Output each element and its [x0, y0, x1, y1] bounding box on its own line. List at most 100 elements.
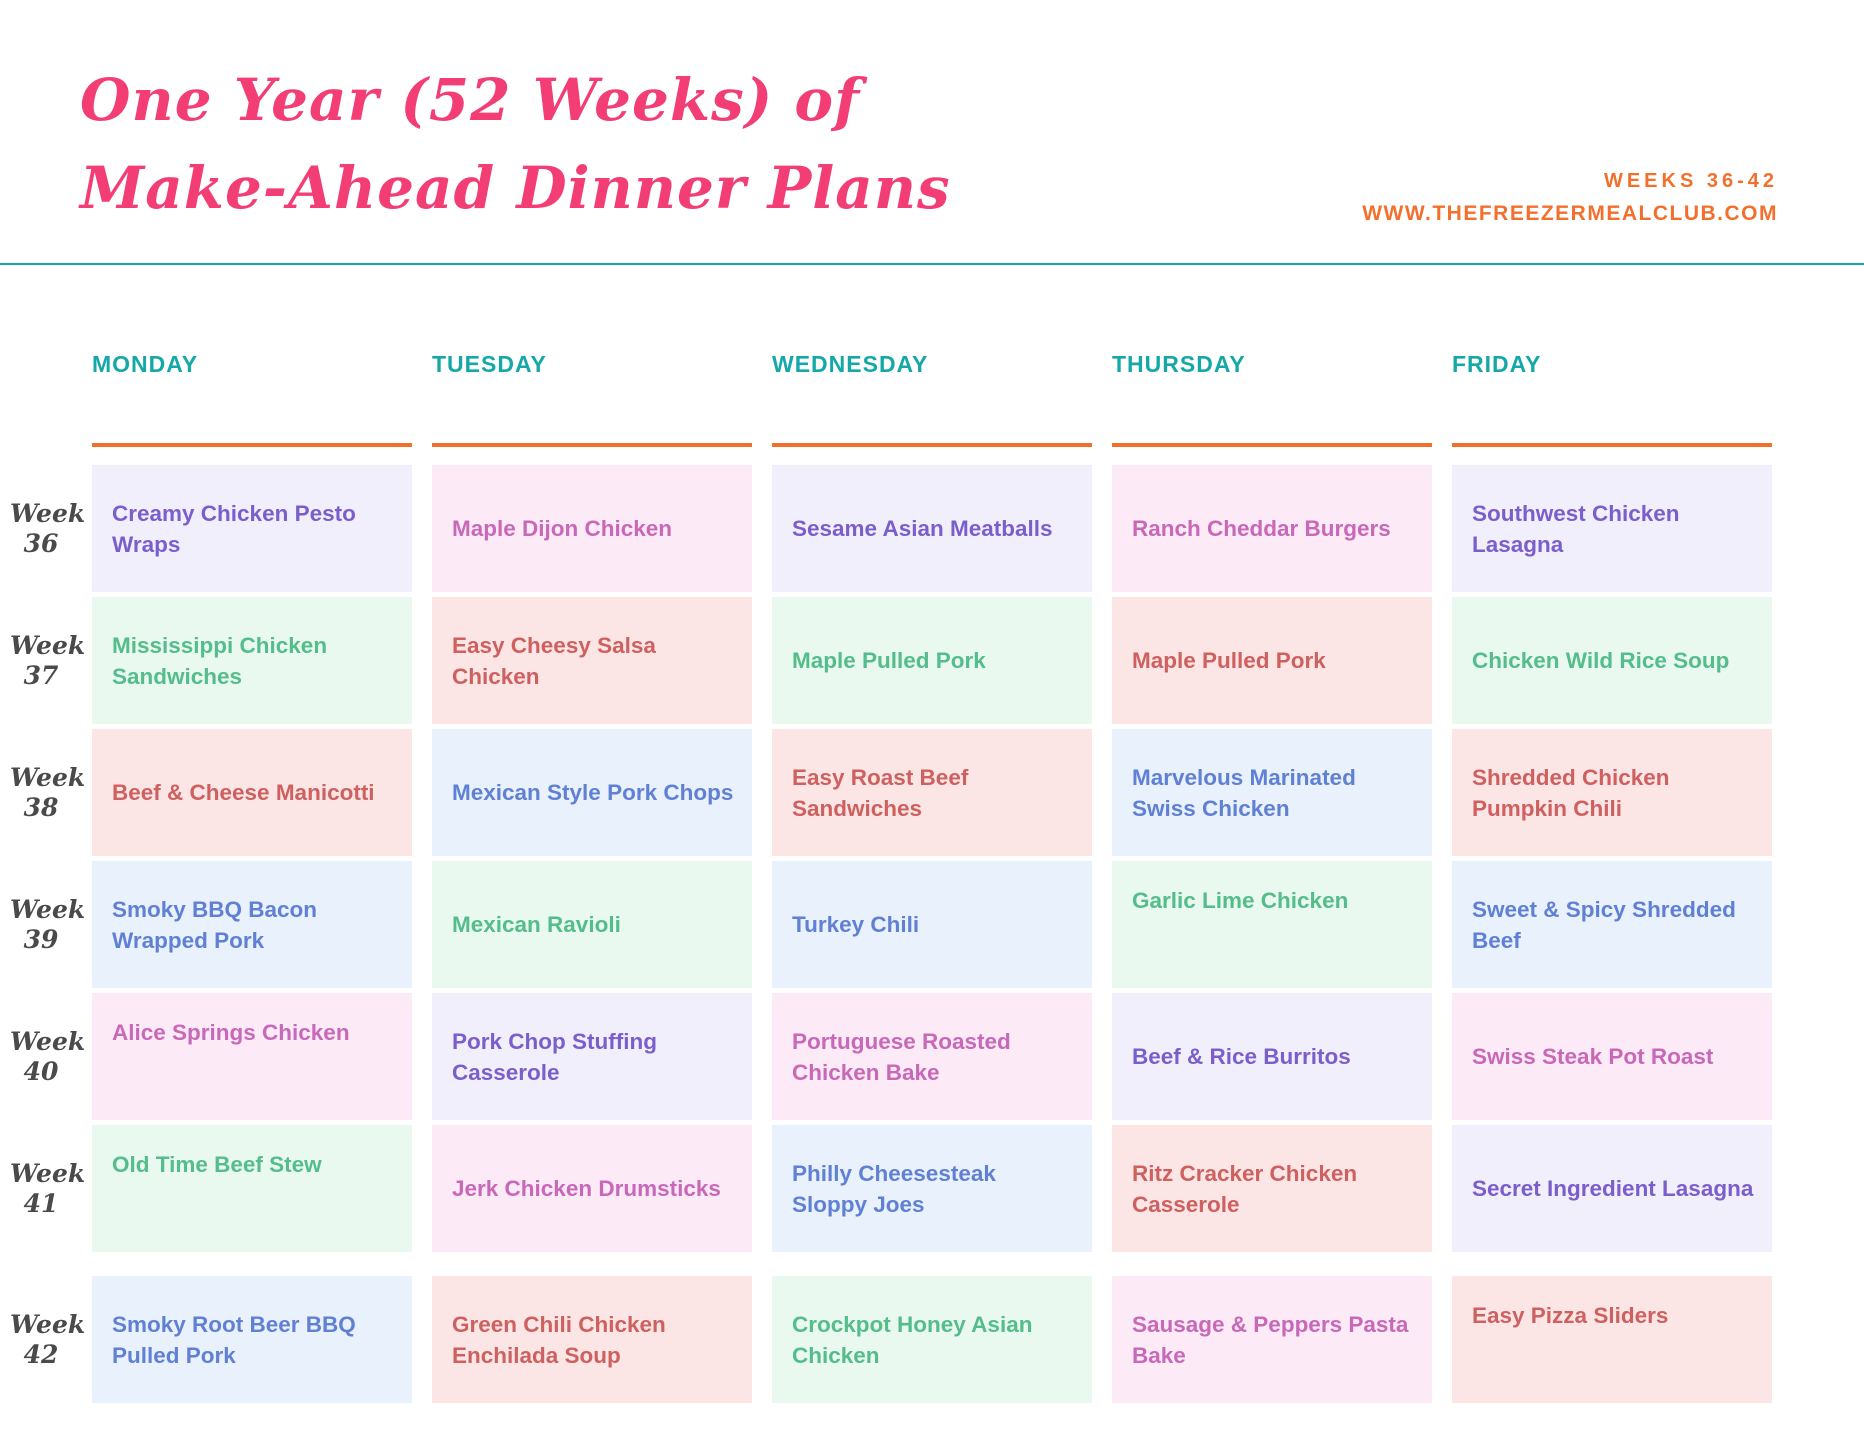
week-word: Week [10, 1309, 86, 1339]
meal-inner: Alice Springs Chicken [92, 993, 412, 1120]
meal-title: Creamy Chicken Pesto Wraps [112, 500, 356, 557]
meal-cell: Portuguese Roasted Chicken Bake [772, 993, 1092, 1120]
meal-inner: Mexican Ravioli [432, 861, 752, 988]
meal-cell: Sesame Asian Meatballs [772, 465, 1092, 592]
meal-title: Swiss Steak Pot Roast [1472, 1044, 1714, 1069]
meal-title: Sausage & Peppers Pasta Bake [1132, 1311, 1409, 1368]
meal-title: Sweet & Spicy Shredded Beef [1472, 896, 1736, 953]
meal-title: Old Time Beef Stew [112, 1152, 322, 1177]
column-underline [432, 443, 752, 447]
page-title: One Year (52 Weeks) of Make-Ahead Dinner… [80, 56, 951, 232]
meal-inner: Pork Chop Stuffing Casserole [432, 993, 752, 1120]
meal-cell: Maple Dijon Chicken [432, 465, 752, 592]
week-row-37: Week 37 Mississippi Chicken Sandwiches E… [10, 597, 1864, 724]
meal-title: Southwest Chicken Lasagna [1472, 500, 1680, 557]
meal-cell: Green Chili Chicken Enchilada Soup [432, 1276, 752, 1403]
meal-title: Jerk Chicken Drumsticks [452, 1176, 721, 1201]
meal-title: Shredded Chicken Pumpkin Chili [1472, 764, 1670, 821]
column-underline [772, 443, 1092, 447]
meal-title: Beef & Rice Burritos [1132, 1044, 1351, 1069]
meal-inner: Green Chili Chicken Enchilada Soup [432, 1276, 752, 1403]
page-title-line2: Make-Ahead Dinner Plans [80, 154, 951, 222]
meal-cell: Garlic Lime Chicken [1112, 861, 1432, 988]
teal-divider [0, 263, 1864, 265]
meal-cell: Swiss Steak Pot Roast [1452, 993, 1772, 1120]
meal-inner: Easy Roast Beef Sandwiches [772, 729, 1092, 856]
meal-cell: Smoky BBQ Bacon Wrapped Pork [92, 861, 412, 988]
meal-plan-grid: MONDAY TUESDAY WEDNESDAY THURSDAY FRIDAY… [10, 351, 1864, 1403]
meal-title: Ranch Cheddar Burgers [1132, 516, 1391, 541]
meal-inner: Marvelous Marinated Swiss Chicken [1112, 729, 1432, 856]
meal-inner: Maple Pulled Pork [772, 597, 1092, 724]
meal-cell: Beef & Rice Burritos [1112, 993, 1432, 1120]
week-word: Week [10, 1158, 86, 1188]
page-title-line1: One Year (52 Weeks) of [80, 66, 861, 134]
meal-title: Mexican Style Pork Chops [452, 780, 734, 805]
meal-inner: Portuguese Roasted Chicken Bake [772, 993, 1092, 1120]
meal-inner: Southwest Chicken Lasagna [1452, 465, 1772, 592]
meal-inner: Maple Pulled Pork [1112, 597, 1432, 724]
meal-title: Maple Pulled Pork [1132, 648, 1326, 673]
meal-inner: Ranch Cheddar Burgers [1112, 465, 1432, 592]
meal-inner: Sesame Asian Meatballs [772, 465, 1092, 592]
meal-cell: Easy Pizza Sliders [1452, 1276, 1772, 1403]
meal-cell: Old Time Beef Stew [92, 1125, 412, 1252]
column-underline [1112, 443, 1432, 447]
meal-cell: Southwest Chicken Lasagna [1452, 465, 1772, 592]
meal-cell: Mississippi Chicken Sandwiches [92, 597, 412, 724]
meal-title: Portuguese Roasted Chicken Bake [792, 1028, 1011, 1085]
meal-title: Secret Ingredient Lasagna [1472, 1176, 1754, 1201]
meal-cell: Pork Chop Stuffing Casserole [432, 993, 752, 1120]
website-url: WWW.THEFREEZERMEALCLUB.COM [1362, 202, 1778, 225]
meal-title: Garlic Lime Chicken [1132, 888, 1349, 913]
meal-cell: Easy Cheesy Salsa Chicken [432, 597, 752, 724]
week-label: Week 42 [10, 1276, 86, 1403]
meal-cell: Jerk Chicken Drumsticks [432, 1125, 752, 1252]
meal-title: Green Chili Chicken Enchilada Soup [452, 1311, 666, 1368]
meal-inner: Swiss Steak Pot Roast [1452, 993, 1772, 1120]
week-word: Week [10, 630, 86, 660]
meal-cell: Secret Ingredient Lasagna [1452, 1125, 1772, 1252]
week-label: Week 39 [10, 861, 85, 988]
meal-inner: Easy Pizza Sliders [1452, 1276, 1772, 1403]
meal-cell: Chicken Wild Rice Soup [1452, 597, 1772, 724]
column-underline [92, 443, 412, 447]
meal-inner: Mississippi Chicken Sandwiches [92, 597, 412, 724]
meal-title: Mexican Ravioli [452, 912, 621, 937]
week-word: Week [10, 1026, 86, 1056]
week-number: 38 [23, 792, 59, 822]
day-header-thursday: THURSDAY [1112, 351, 1432, 447]
week-word: Week [10, 498, 86, 528]
meal-inner: Philly Cheesesteak Sloppy Joes [772, 1125, 1092, 1252]
meal-inner: Smoky Root Beer BBQ Pulled Pork [92, 1276, 412, 1403]
meal-title: Philly Cheesesteak Sloppy Joes [792, 1160, 996, 1217]
meal-cell: Turkey Chili [772, 861, 1092, 988]
week-label: Week 40 [10, 993, 86, 1120]
day-label: TUESDAY [432, 351, 547, 377]
day-header-monday: MONDAY [92, 351, 412, 447]
meal-title: Maple Pulled Pork [792, 648, 986, 673]
meal-cell: Ritz Cracker Chicken Casserole [1112, 1125, 1432, 1252]
meal-title: Maple Dijon Chicken [452, 516, 673, 541]
meal-title: Ritz Cracker Chicken Casserole [1132, 1160, 1358, 1217]
meal-title: Chicken Wild Rice Soup [1472, 648, 1730, 673]
meal-title: Marvelous Marinated Swiss Chicken [1132, 764, 1356, 821]
week-row-40: Week 40 Alice Springs Chicken Pork Chop … [10, 993, 1864, 1120]
header-meta: WEEKS 36-42 WWW.THEFREEZERMEALCLUB.COM [1362, 170, 1778, 232]
meal-cell: Alice Springs Chicken [92, 993, 412, 1120]
meal-cell: Shredded Chicken Pumpkin Chili [1452, 729, 1772, 856]
week-label: Week 37 [10, 597, 86, 724]
week-row-36: Week 36 Creamy Chicken Pesto Wraps Maple… [10, 465, 1864, 592]
meal-cell: Beef & Cheese Manicotti [92, 729, 412, 856]
meal-cell: Mexican Style Pork Chops [432, 729, 752, 856]
day-label: FRIDAY [1452, 351, 1542, 377]
meal-inner: Sweet & Spicy Shredded Beef [1452, 861, 1772, 988]
meal-title: Mississippi Chicken Sandwiches [112, 632, 328, 689]
page-header: One Year (52 Weeks) of Make-Ahead Dinner… [0, 0, 1864, 232]
meal-title: Sesame Asian Meatballs [792, 516, 1053, 541]
meal-inner: Shredded Chicken Pumpkin Chili [1452, 729, 1772, 856]
week-row-42: Week 42 Smoky Root Beer BBQ Pulled Pork … [10, 1276, 1864, 1403]
meal-cell: Maple Pulled Pork [1112, 597, 1432, 724]
week-number: 40 [23, 1056, 59, 1086]
meal-title: Easy Cheesy Salsa Chicken [452, 632, 656, 689]
